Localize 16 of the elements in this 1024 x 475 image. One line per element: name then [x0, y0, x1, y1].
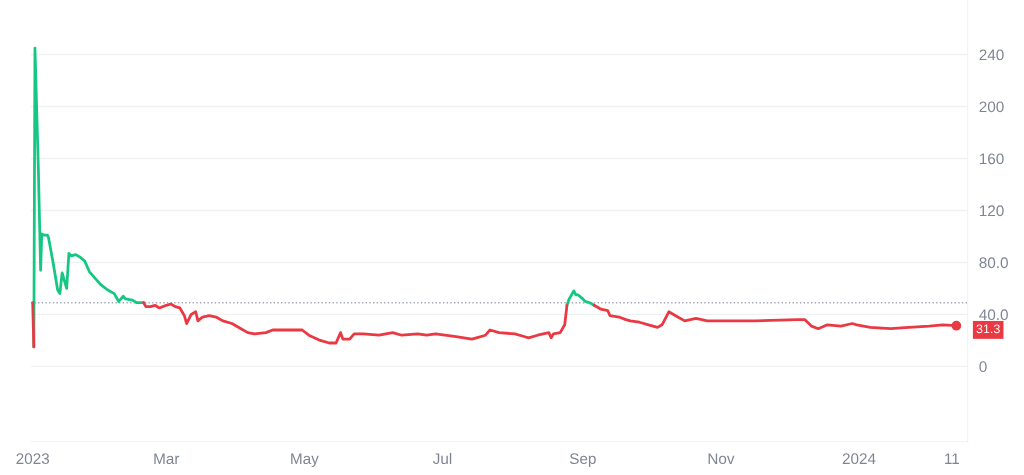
y-tick-label: 0: [979, 361, 987, 373]
x-tick-label: Jul: [432, 452, 452, 465]
y-tick-label: 40.0: [979, 309, 1008, 321]
x-tick-label: 2024: [842, 453, 876, 465]
x-tick-label: 2023: [16, 453, 50, 465]
y-tick-label: 200: [979, 101, 1004, 113]
x-tick-label: 11: [945, 453, 960, 464]
x-tick-label: Nov: [708, 453, 735, 465]
x-tick-label: May: [291, 453, 319, 468]
y-tick-label: 80.0: [979, 257, 1008, 269]
y-tick-label: 160: [979, 153, 1004, 165]
y-tick-label: 240: [979, 49, 1004, 61]
y-tick-label: 120: [979, 205, 1004, 217]
annotation: 31.3: [976, 324, 1000, 334]
x-tick-label: Sep: [569, 453, 596, 468]
x-tick-label: Mar: [154, 453, 180, 465]
